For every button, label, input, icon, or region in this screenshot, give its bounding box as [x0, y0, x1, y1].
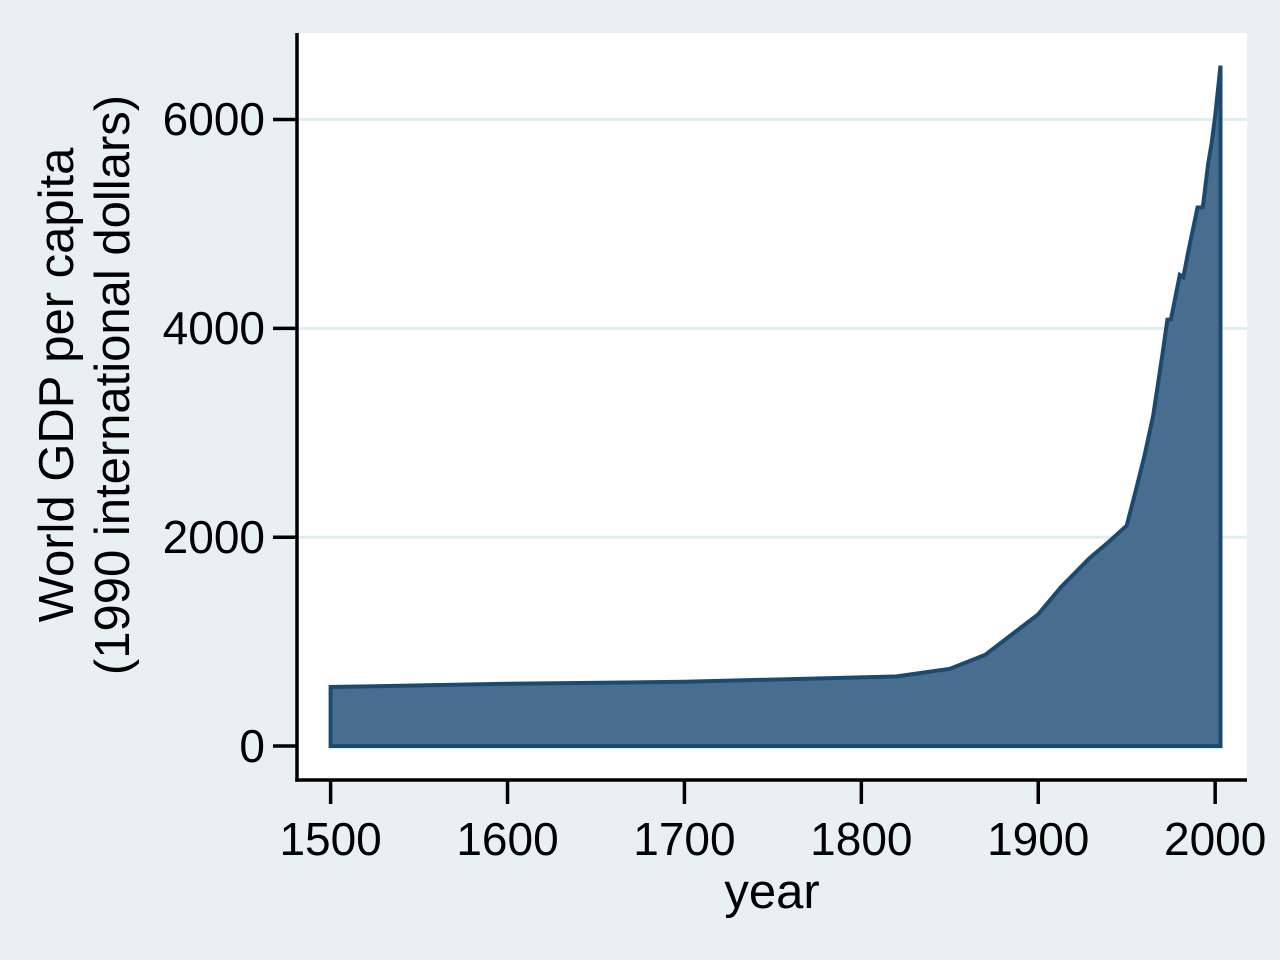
- x-tick-label-2000: 2000: [1163, 813, 1267, 865]
- y-axis-title-line1: World GDP per capita: [30, 147, 84, 622]
- x-tick-label-1900: 1900: [987, 813, 1090, 865]
- area-series: [328, 65, 1223, 749]
- y-axis-title: World GDP per capita (1990 international…: [29, 94, 141, 674]
- y-axis-title-line2: (1990 international dollars): [86, 94, 140, 675]
- y-tick-label-4000: 4000: [162, 302, 265, 355]
- x-tick-label-1800: 1800: [810, 813, 913, 865]
- x-tick-label-1500: 1500: [279, 813, 382, 865]
- x-tick-label-1600: 1600: [456, 813, 559, 865]
- y-tick-label-0: 0: [239, 720, 265, 773]
- y-tick-label-6000: 6000: [162, 93, 265, 146]
- x-axis-title: year: [724, 865, 820, 919]
- y-tick-label-2000: 2000: [162, 511, 265, 564]
- x-tick-label-1700: 1700: [633, 813, 736, 865]
